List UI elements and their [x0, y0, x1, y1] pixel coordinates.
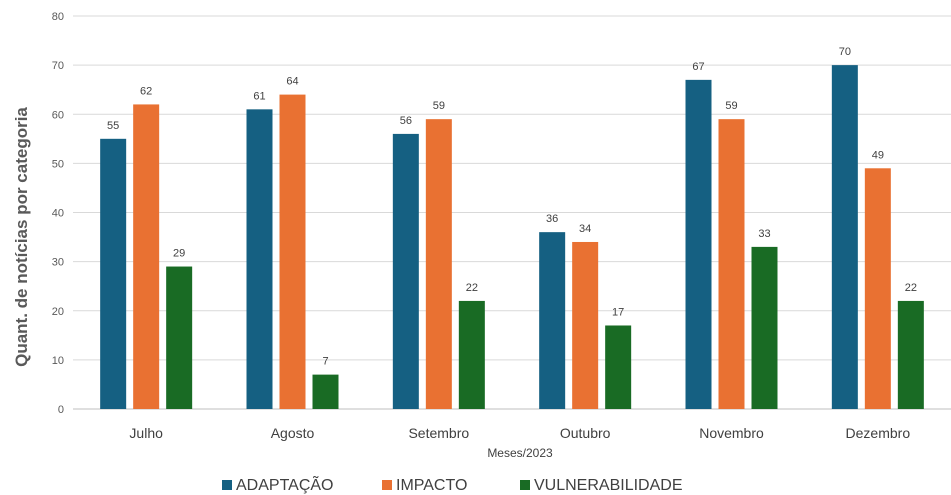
legend-label: IMPACTO	[396, 477, 467, 494]
x-category-label: Agosto	[271, 425, 315, 441]
data-label: 70	[839, 46, 851, 58]
data-label: 33	[758, 228, 770, 240]
legend-swatch	[222, 480, 232, 490]
data-label: 55	[107, 120, 119, 132]
data-label: 61	[253, 90, 265, 102]
legend: ADAPTAÇÃO IMPACTO VULNERABILIDADE	[222, 474, 683, 494]
x-category-label: Novembro	[699, 425, 764, 441]
y-tick-label: 70	[52, 60, 64, 72]
bar	[312, 374, 339, 409]
legend-label: VULNERABILIDADE	[534, 477, 683, 494]
data-label: 17	[612, 306, 624, 318]
x-category-label: Setembro	[408, 425, 469, 441]
data-label: 22	[466, 282, 478, 294]
bar	[605, 325, 632, 409]
bar	[246, 109, 273, 410]
x-axis-title: Meses/2023	[487, 446, 553, 460]
bar	[133, 104, 160, 410]
data-label: 59	[725, 100, 737, 112]
data-label: 59	[433, 100, 445, 112]
bar	[751, 246, 778, 409]
y-tick-label: 20	[52, 306, 64, 318]
data-labels: 55 62 29 61 64 7 56 59 22 36 34 17 67 59 33 70 49 22	[107, 46, 917, 367]
bar	[279, 94, 306, 409]
y-tick-label: 10	[52, 355, 64, 367]
bar	[539, 232, 566, 409]
bar	[897, 300, 924, 409]
y-tick-label: 60	[52, 109, 64, 121]
data-label: 56	[400, 115, 412, 127]
y-axis-ticks: 0 10 20 30 40 50 60 70 80	[52, 11, 64, 416]
bar	[425, 119, 452, 409]
data-label: 34	[579, 223, 591, 235]
legend-swatch	[382, 480, 392, 490]
legend-label: ADAPTAÇÃO	[236, 474, 334, 494]
data-label: 36	[546, 213, 558, 225]
data-label: 22	[905, 282, 917, 294]
data-label: 62	[140, 85, 152, 97]
bar	[864, 168, 891, 409]
bar	[831, 65, 858, 409]
gridlines	[73, 15, 951, 410]
x-category-label: Julho	[129, 425, 163, 441]
bar	[392, 133, 419, 409]
bar	[718, 119, 745, 409]
bar	[572, 241, 599, 409]
data-label: 29	[173, 248, 185, 260]
data-label: 7	[322, 356, 328, 368]
y-tick-label: 30	[52, 257, 64, 269]
bars	[100, 65, 924, 410]
x-axis-categories: Julho Agosto Setembro Outubro Novembro Dezemb…	[129, 425, 910, 441]
y-tick-label: 50	[52, 158, 64, 170]
legend-swatch	[520, 480, 530, 490]
x-category-label: Outubro	[560, 425, 611, 441]
bar	[458, 300, 485, 409]
y-axis-title: Quant. de notícias por categoria	[12, 107, 31, 367]
bar	[166, 266, 193, 409]
data-label: 64	[286, 76, 298, 88]
data-label: 49	[872, 149, 884, 161]
data-label: 67	[692, 61, 704, 73]
y-tick-label: 0	[58, 404, 64, 416]
y-tick-label: 80	[52, 11, 64, 23]
bar	[100, 138, 127, 409]
bar	[685, 79, 712, 410]
y-tick-label: 40	[52, 208, 64, 220]
x-category-label: Dezembro	[846, 425, 911, 441]
